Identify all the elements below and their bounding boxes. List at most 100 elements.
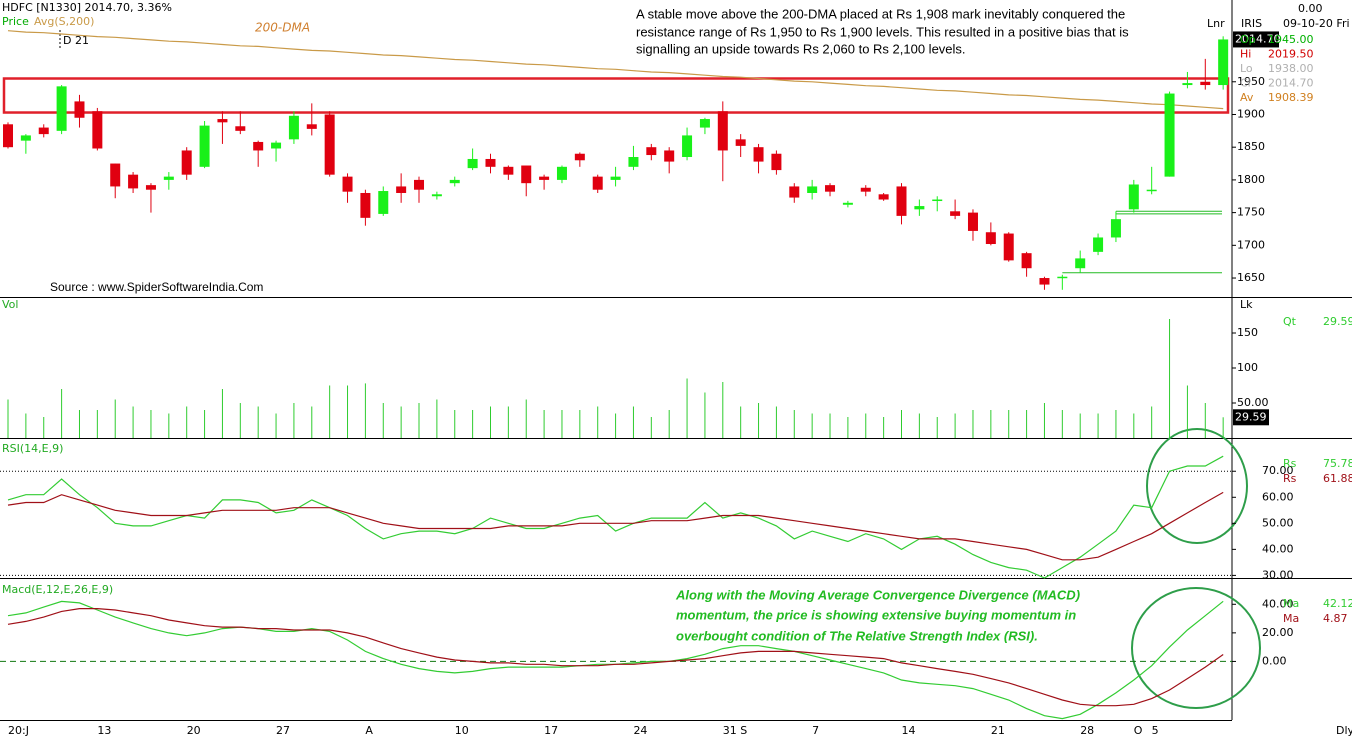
panel-title: RSI(14,E,9) <box>2 442 63 455</box>
frame <box>0 0 1352 721</box>
note-line: resistance range of Rs 1,950 to Rs 1,900… <box>636 24 1129 39</box>
resistance-zone <box>2 77 1230 114</box>
macd-note-line: momentum, the price is showing extensive… <box>676 607 1076 622</box>
x-tick-label: 14 <box>902 724 916 737</box>
candle-body <box>1057 276 1068 279</box>
candle-body <box>378 191 389 214</box>
candle-body <box>950 211 961 216</box>
candle-body <box>128 174 139 189</box>
candle-body <box>574 153 585 161</box>
series-line <box>7 30 1224 110</box>
candle-body <box>1093 237 1104 252</box>
x-tick-label: 28 <box>1080 724 1094 737</box>
ohlc-value: 1945.00 <box>1268 33 1314 46</box>
y-tick-label: 50.00 <box>1237 396 1269 409</box>
candle-body <box>807 186 818 193</box>
x-tick-label: 31 S <box>723 724 747 737</box>
candle-body <box>1182 83 1193 86</box>
candle-body <box>896 186 907 216</box>
ohlc-value: 1908.39 <box>1268 91 1314 104</box>
candle-body <box>324 114 335 175</box>
candle-body <box>92 111 103 149</box>
candle-body <box>1164 93 1175 177</box>
candle-body <box>145 185 156 190</box>
x-tick-label: 24 <box>633 724 647 737</box>
macd-note-line: Along with the Moving Average Convergenc… <box>675 587 1080 602</box>
candle-body <box>74 101 85 118</box>
x-tick-label: A <box>365 724 373 737</box>
legend-value: 61.88 <box>1323 472 1352 485</box>
candle-body <box>556 166 567 180</box>
candle-body <box>485 158 496 167</box>
candle-body <box>914 206 925 210</box>
candle-body <box>592 176 603 190</box>
y-tick-label: 40.00 <box>1262 542 1294 555</box>
candle-body <box>56 86 67 131</box>
indicator-name: IRIS <box>1241 17 1262 30</box>
candle-body <box>610 176 621 180</box>
ohlc-value: 2019.50 <box>1268 48 1314 61</box>
date-marker: D 21 <box>63 34 89 47</box>
source: Source : www.SpiderSoftwareIndia.Com <box>50 280 263 294</box>
macd-note-line: overbought condition of The Relative Str… <box>676 628 1038 643</box>
candle-body <box>664 150 675 162</box>
candle-body <box>1128 184 1139 210</box>
candle-body <box>1218 39 1229 86</box>
y-tick-label: 20.00 <box>1262 626 1294 639</box>
ohlc-key: Op <box>1240 33 1256 46</box>
candle-body <box>306 124 317 129</box>
y-tick-label: 1950 <box>1237 75 1265 88</box>
ohlc-value: 2014.70 <box>1268 77 1314 90</box>
note-line: signalling an upside towards Rs 2,060 to… <box>636 41 966 56</box>
date: 09-10-20 Fri <box>1283 17 1350 30</box>
last-volume: 29.59 <box>1235 410 1267 423</box>
candle-body <box>699 119 710 128</box>
price-label: Price <box>2 15 29 28</box>
candle-body <box>735 139 746 146</box>
y-tick-label: 1800 <box>1237 173 1265 186</box>
candle-body <box>271 142 282 149</box>
legend-value: 29.59 <box>1323 315 1352 328</box>
candle-body <box>503 166 514 175</box>
legend-name: Ma <box>1283 612 1299 625</box>
x-tick-label: 21 <box>991 724 1005 737</box>
panel-title: Macd(E,12,E,26,E,9) <box>2 583 113 596</box>
avg-label: Avg(S,200) <box>34 15 94 28</box>
candle-body <box>1003 233 1014 261</box>
candle-body <box>521 165 532 184</box>
candle-body <box>1200 81 1211 86</box>
y-tick-label: 60.00 <box>1262 490 1294 503</box>
note-line: A stable move above the 200-DMA placed a… <box>636 6 1125 21</box>
x-tick-label: 20 <box>187 724 201 737</box>
candle-body <box>1075 258 1086 269</box>
candle-body <box>825 185 836 192</box>
legend-value: 42.12 <box>1323 597 1352 610</box>
highlight-ellipse <box>1131 587 1261 709</box>
series-line <box>7 491 1224 561</box>
interval: Dly <box>1336 724 1352 737</box>
y-tick-label: 1650 <box>1237 271 1265 284</box>
y-tick-label: 1850 <box>1237 140 1265 153</box>
last-price: 2014.70 <box>1235 32 1281 45</box>
legend-value: 75.78 <box>1323 457 1352 470</box>
change: 0.00 <box>1298 2 1323 15</box>
candle-body <box>932 199 943 202</box>
legend-name: Qt <box>1283 315 1297 328</box>
candle-body <box>253 141 264 151</box>
y-tick-label: 40.00 <box>1262 597 1294 610</box>
candle-body <box>396 186 407 193</box>
y-tick-label: 150 <box>1237 326 1258 339</box>
ohlc-key: Cl <box>1240 77 1251 90</box>
last-volume-box <box>1233 409 1269 426</box>
candle-body <box>181 150 192 175</box>
corner-label: Lk <box>1240 298 1253 311</box>
candle-body <box>431 194 442 197</box>
candle-body <box>1021 253 1032 269</box>
dma-label: 200-DMA <box>255 21 310 35</box>
candle-body <box>967 212 978 231</box>
legend-value: 4.87 <box>1323 612 1348 625</box>
ohlc-key: Hi <box>1240 48 1251 61</box>
panel-title: Vol <box>2 298 18 311</box>
